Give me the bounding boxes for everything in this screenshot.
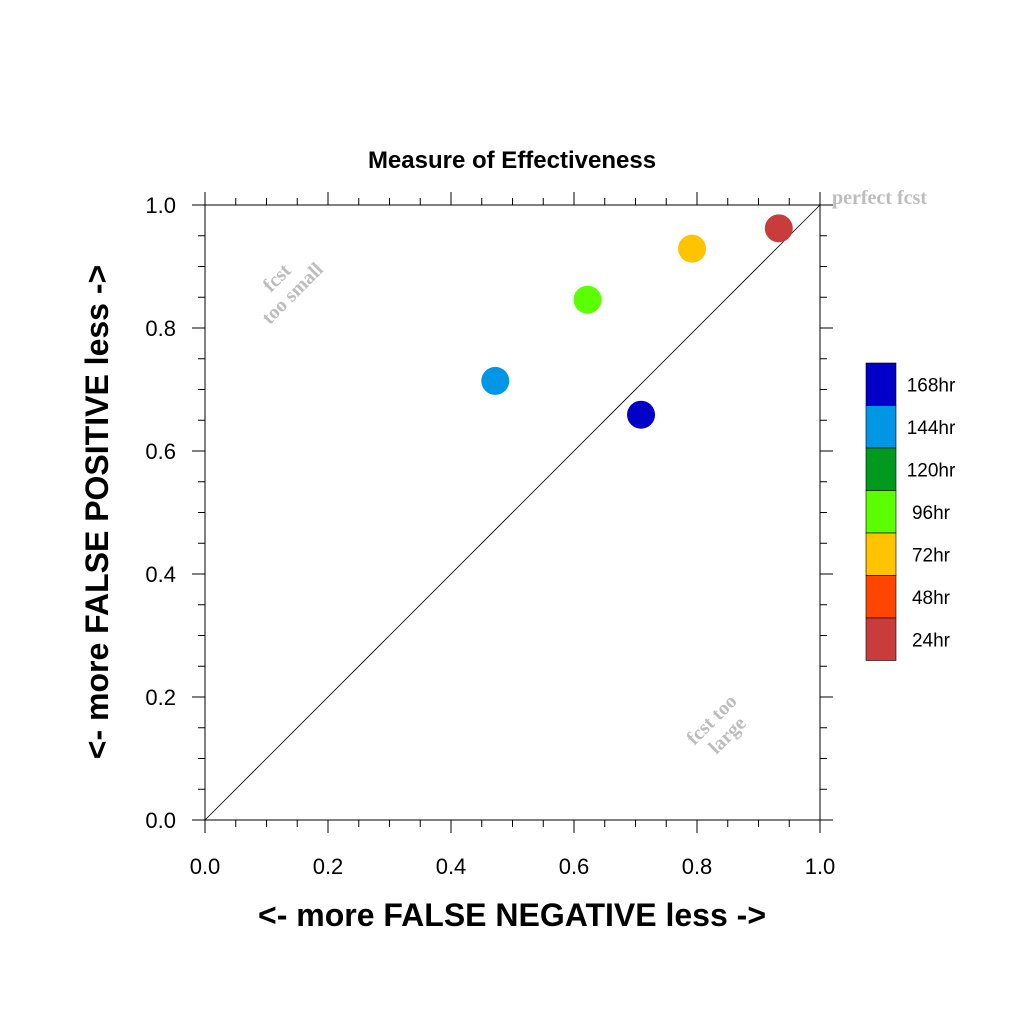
- legend: 168hr 144hr 120hr 96hr 72hr 48hr 24hr: [865, 362, 956, 661]
- data-point-96hr: [573, 285, 602, 314]
- y-axis-label: <- more FALSE POSITIVE less ->: [79, 265, 115, 759]
- y-tick-label: 0.2: [145, 685, 176, 710]
- annotation-fcst-too-small: fcst too small: [258, 258, 328, 328]
- legend-swatch-120hr: [865, 447, 897, 491]
- legend-label-120hr: 120hr: [907, 460, 956, 481]
- legend-label-168hr: 168hr: [907, 375, 956, 396]
- annotation-fcst-too-large: fcst too large: [682, 690, 750, 758]
- legend-swatch-96hr: [865, 490, 897, 534]
- axis-ticks: [192, 192, 833, 833]
- y-tick-label: 0.8: [145, 316, 176, 341]
- data-point-24hr: [764, 214, 793, 243]
- x-tick-label: 0.2: [313, 854, 344, 879]
- diagonal-reference-line: [204, 204, 821, 821]
- legend-swatch-72hr: [865, 532, 897, 576]
- legend-label-144hr: 144hr: [907, 418, 956, 439]
- x-tick-label: 0.6: [559, 854, 590, 879]
- legend-swatch-24hr: [865, 617, 897, 661]
- y-tick-label: 0.4: [145, 562, 176, 587]
- data-point-72hr: [678, 234, 707, 263]
- data-point-144hr: [481, 366, 510, 395]
- legend-swatch-144hr: [865, 405, 897, 449]
- chart-title: Measure of Effectiveness: [368, 147, 656, 174]
- data-points: [481, 214, 793, 429]
- x-axis-label: <- more FALSE NEGATIVE less ->: [258, 897, 766, 933]
- annotation-perfect-fcst: perfect fcst: [832, 187, 927, 209]
- annotation-too-small-line2: too small: [258, 258, 328, 328]
- legend-label-24hr: 24hr: [912, 630, 951, 651]
- legend-swatch-48hr: [865, 575, 897, 619]
- legend-label-72hr: 72hr: [912, 545, 951, 566]
- legend-swatch-168hr: [865, 362, 897, 406]
- legend-label-48hr: 48hr: [912, 588, 951, 609]
- y-tick-labels: 0.0 0.2 0.4 0.6 0.8 1.0: [145, 193, 176, 833]
- data-point-168hr: [627, 400, 656, 429]
- y-tick-label: 1.0: [145, 193, 176, 218]
- x-tick-label: 0.8: [682, 854, 713, 879]
- y-tick-label: 0.0: [145, 808, 176, 833]
- x-tick-label: 1.0: [805, 854, 836, 879]
- x-tick-labels: 0.0 0.2 0.4 0.6 0.8 1.0: [190, 854, 836, 879]
- y-tick-label: 0.6: [145, 439, 176, 464]
- x-tick-label: 0.0: [190, 854, 221, 879]
- x-tick-label: 0.4: [436, 854, 467, 879]
- legend-label-96hr: 96hr: [912, 503, 951, 524]
